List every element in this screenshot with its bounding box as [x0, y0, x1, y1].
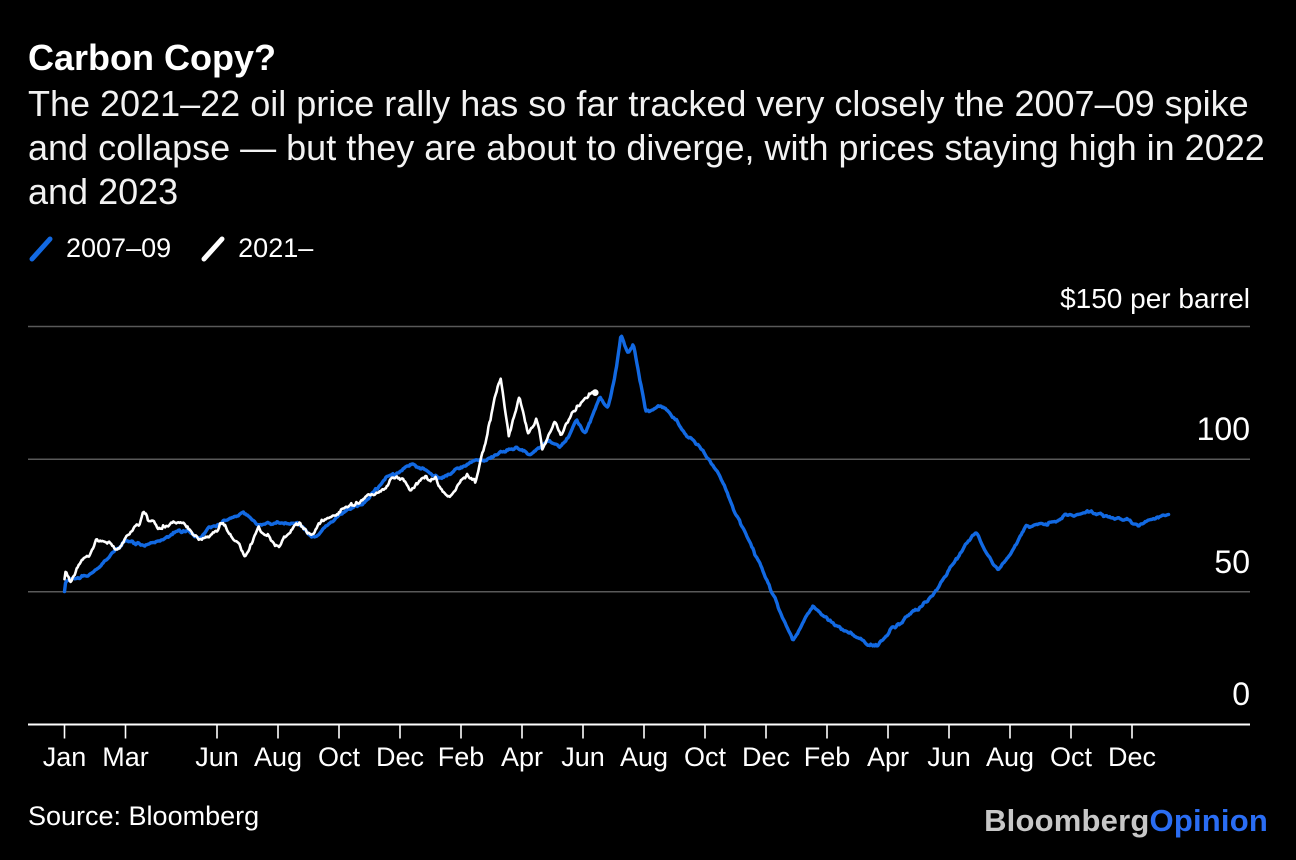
svg-text:Jun: Jun [927, 742, 971, 772]
svg-text:Dec: Dec [1108, 742, 1156, 772]
svg-text:Jun: Jun [561, 742, 605, 772]
svg-text:Apr: Apr [501, 742, 543, 772]
svg-text:0: 0 [1232, 676, 1250, 712]
svg-text:Feb: Feb [804, 742, 851, 772]
svg-text:Oct: Oct [1050, 742, 1093, 772]
svg-text:Dec: Dec [742, 742, 790, 772]
svg-text:Dec: Dec [376, 742, 424, 772]
svg-text:100: 100 [1197, 411, 1250, 447]
svg-text:Feb: Feb [438, 742, 485, 772]
svg-text:Aug: Aug [986, 742, 1034, 772]
svg-text:50: 50 [1214, 544, 1250, 580]
svg-text:Mar: Mar [102, 742, 149, 772]
svg-text:Oct: Oct [684, 742, 727, 772]
svg-text:Apr: Apr [867, 742, 909, 772]
svg-text:Jun: Jun [195, 742, 239, 772]
svg-text:Aug: Aug [620, 742, 668, 772]
svg-text:$150 per barrel: $150 per barrel [1060, 283, 1250, 314]
svg-text:Oct: Oct [318, 742, 361, 772]
svg-text:Jan: Jan [43, 742, 87, 772]
svg-text:Aug: Aug [254, 742, 302, 772]
